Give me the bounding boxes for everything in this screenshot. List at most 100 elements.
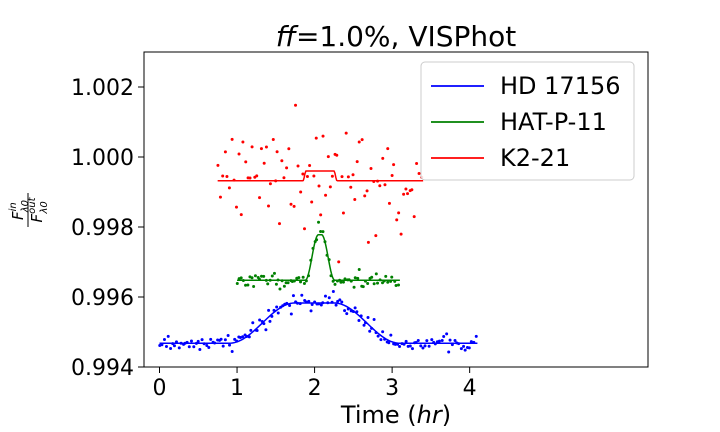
legend-label: HD 17156	[500, 72, 621, 100]
data-point	[270, 314, 274, 318]
data-point	[381, 156, 385, 160]
data-point	[383, 183, 387, 187]
data-point	[295, 301, 299, 305]
data-point	[218, 195, 222, 199]
data-point	[336, 299, 340, 303]
data-point	[297, 276, 301, 280]
data-point	[226, 334, 230, 337]
data-point	[341, 280, 345, 284]
data-point	[235, 282, 239, 286]
data-point	[267, 308, 271, 312]
data-point	[267, 204, 271, 208]
data-point	[192, 345, 196, 349]
data-point	[177, 346, 181, 350]
data-point	[264, 145, 268, 149]
data-point	[343, 309, 347, 313]
data-point	[349, 185, 353, 189]
data-point	[223, 338, 227, 342]
data-point	[259, 147, 263, 151]
data-point	[453, 339, 457, 343]
data-point	[343, 277, 347, 281]
data-point	[301, 275, 305, 279]
data-point	[372, 282, 376, 286]
data-point	[187, 345, 191, 349]
data-point	[202, 342, 206, 346]
x-axis-label-close: )	[442, 401, 451, 429]
data-point	[288, 303, 292, 307]
data-point	[374, 331, 378, 335]
x-tick-label: 1	[230, 376, 244, 401]
data-point	[353, 306, 357, 310]
data-point	[230, 349, 234, 353]
x-tick-label: 3	[385, 376, 399, 401]
data-point	[389, 279, 393, 283]
data-point	[387, 201, 391, 205]
data-point	[271, 138, 275, 142]
data-point	[292, 204, 296, 208]
data-point	[310, 200, 314, 204]
data-point	[301, 172, 305, 176]
data-point	[234, 205, 238, 209]
data-point	[376, 179, 380, 183]
data-point	[246, 283, 250, 287]
data-point	[327, 258, 331, 262]
data-point	[474, 334, 478, 338]
data-point	[345, 312, 349, 316]
data-point	[374, 234, 378, 238]
data-point	[404, 339, 408, 343]
data-point	[326, 301, 330, 305]
data-point	[274, 179, 278, 183]
data-point	[366, 281, 370, 285]
x-axis-label-main: Time (	[340, 401, 417, 429]
data-point	[357, 319, 361, 323]
data-point	[258, 318, 262, 322]
data-point	[389, 333, 393, 337]
data-point	[329, 274, 333, 278]
data-point	[285, 301, 289, 305]
data-point	[294, 103, 298, 107]
data-point	[268, 278, 272, 282]
data-point	[333, 282, 337, 286]
data-point	[402, 192, 406, 196]
data-point	[383, 337, 387, 341]
data-point	[262, 274, 266, 278]
data-point	[307, 274, 311, 278]
data-point	[314, 136, 318, 140]
data-point	[430, 338, 434, 342]
data-point	[241, 335, 245, 339]
data-point	[308, 164, 312, 168]
data-point	[179, 341, 183, 345]
data-point	[330, 300, 334, 304]
data-point	[355, 310, 359, 314]
data-point	[331, 279, 335, 283]
data-point	[457, 342, 461, 346]
y-axis-label-denominator: Foutλ0	[27, 196, 50, 222]
data-point	[280, 279, 284, 283]
data-point	[302, 282, 306, 286]
data-point	[228, 343, 232, 347]
data-point	[394, 283, 398, 287]
data-point	[247, 335, 251, 339]
data-point	[330, 174, 334, 178]
data-point	[185, 340, 189, 344]
data-point	[421, 346, 425, 350]
legend-box	[420, 61, 635, 181]
data-point	[253, 274, 257, 278]
data-point	[390, 275, 394, 279]
data-point	[249, 328, 253, 332]
data-point	[291, 294, 295, 298]
legend-items: HD 17156 HAT-P-11 K2-21	[431, 72, 621, 172]
data-point	[334, 303, 338, 307]
data-point	[289, 312, 293, 316]
data-point	[169, 347, 173, 351]
data-point	[370, 326, 374, 330]
data-point	[239, 213, 243, 217]
data-point	[241, 279, 245, 283]
data-point	[287, 147, 291, 151]
data-point	[257, 277, 261, 281]
data-point	[378, 278, 382, 282]
data-point	[369, 167, 373, 171]
data-point	[353, 197, 357, 201]
data-point	[232, 178, 236, 182]
